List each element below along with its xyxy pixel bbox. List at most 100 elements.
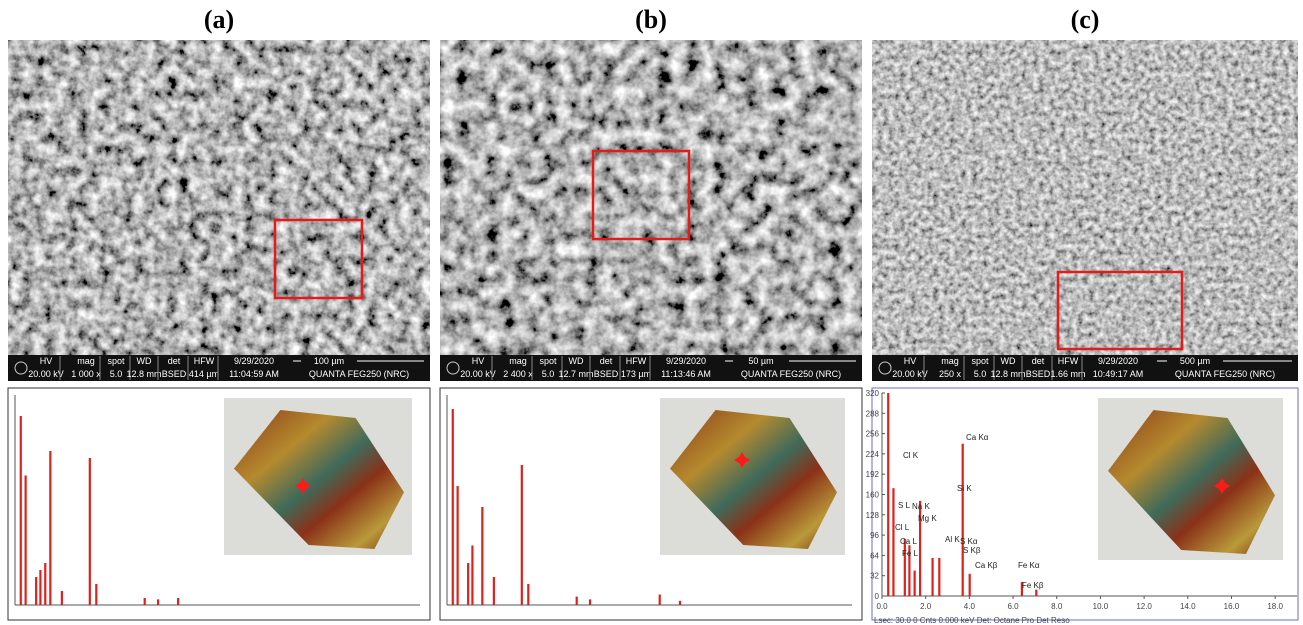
panel-label: (c) <box>1071 5 1100 34</box>
peak <box>44 563 47 605</box>
sem-image <box>8 40 430 355</box>
y-tick-label: 256 <box>866 430 880 439</box>
sem-value: BSED <box>594 369 619 379</box>
logo <box>878 361 892 375</box>
peak <box>588 599 592 605</box>
sem-date: 9/29/2020 <box>666 356 706 366</box>
target-marker <box>734 452 750 468</box>
sem-header: WD <box>569 356 584 366</box>
sem-header: HFW <box>626 356 647 366</box>
peak <box>892 488 895 596</box>
sem-time: 11:13:46 AM <box>661 369 711 379</box>
region-box <box>1056 270 1184 351</box>
panel-label: (a) <box>204 5 234 34</box>
x-tick-label: 0.0 <box>876 602 888 611</box>
sem-value: 20.00 kV <box>28 369 64 379</box>
region-box <box>591 149 691 241</box>
x-tick-label: 4.0 <box>964 602 976 611</box>
sem-header: spot <box>971 356 989 366</box>
scale-label: 100 µm <box>314 356 344 366</box>
x-tick-label: 12.0 <box>1136 602 1152 611</box>
sem-date: 9/29/2020 <box>1098 356 1138 366</box>
sem-value: BSED <box>1026 369 1051 379</box>
instrument: QUANTA FEG250 (NRC) <box>1175 369 1275 379</box>
sem-header: mag <box>77 356 95 366</box>
peak-label: Ca L <box>900 537 917 546</box>
sem-value: 5.0 <box>974 369 987 379</box>
peak-label: S Kα <box>960 537 978 546</box>
peak <box>451 409 454 605</box>
peak <box>575 596 578 605</box>
sample <box>1108 410 1275 554</box>
peak-label: Al K <box>945 535 960 544</box>
sem-value: 250 x <box>939 369 962 379</box>
sem-value: 5.0 <box>542 369 555 379</box>
sem-header: HFW <box>1058 356 1079 366</box>
target-marker <box>1214 478 1230 494</box>
x-tick-label: 8.0 <box>1051 602 1063 611</box>
sem-time: 10:49:17 AM <box>1093 369 1144 379</box>
peak <box>95 584 98 605</box>
sem-value: 1.66 mm <box>1050 369 1085 379</box>
logo <box>446 361 460 375</box>
panel-label: (b) <box>635 5 667 34</box>
sem-header: spot <box>539 356 557 366</box>
peak-label: S L <box>898 501 911 510</box>
x-tick-label: 16.0 <box>1224 602 1240 611</box>
peak <box>887 393 890 596</box>
peak <box>1035 589 1038 596</box>
peak-label: Cl K <box>903 451 919 460</box>
sem-header: det <box>168 356 181 366</box>
bar-bg <box>872 355 1298 381</box>
sem-value: 5.0 <box>110 369 123 379</box>
y-tick-label: 128 <box>866 511 880 520</box>
peak <box>520 465 523 605</box>
peak <box>913 570 916 596</box>
sem-date: 9/29/2020 <box>234 356 274 366</box>
sem-value: 414 µm <box>189 369 219 379</box>
peak <box>19 416 22 605</box>
instrument: QUANTA FEG250 (NRC) <box>309 369 409 379</box>
sem-header: HV <box>40 356 53 366</box>
sem-value: 12.7 mm <box>558 369 593 379</box>
peak <box>658 594 661 605</box>
peak <box>471 545 474 605</box>
peak <box>60 591 63 605</box>
sem-value: 173 µm <box>621 369 651 379</box>
bar-bg <box>8 355 430 381</box>
peak <box>678 600 682 605</box>
peak <box>903 538 906 596</box>
sem-image <box>872 40 1298 355</box>
sem-header: mag <box>509 356 527 366</box>
peak <box>968 573 971 596</box>
sem-image <box>440 40 862 355</box>
sem-header: spot <box>107 356 125 366</box>
peak <box>1020 582 1023 596</box>
peak <box>39 570 42 605</box>
sem-header: HV <box>472 356 485 366</box>
peak-label: Cl L <box>895 523 910 532</box>
peak <box>456 486 459 605</box>
peak <box>177 598 180 605</box>
peak-label: Fe L <box>902 549 919 558</box>
y-tick-label: 64 <box>870 551 879 560</box>
logo <box>14 361 28 375</box>
peak-label: Na K <box>912 502 930 511</box>
sem-value: 20.00 kV <box>892 369 928 379</box>
peak <box>931 557 934 596</box>
sem-header: HFW <box>194 356 215 366</box>
sem-info-bar: HV 20.00 kV mag 1 000 x spot 5.0 WD 12.8 mm det B… <box>8 355 430 381</box>
peak-label: Fe Kα <box>1018 561 1040 570</box>
y-tick-label: 32 <box>870 572 879 581</box>
y-tick-label: 96 <box>870 531 879 540</box>
sem-value: 2 400 x <box>503 369 533 379</box>
peak <box>24 475 27 605</box>
peak <box>143 598 146 605</box>
sem-value: 20.00 kV <box>460 369 496 379</box>
y-tick-label: 0 <box>875 592 880 601</box>
sem-value: 12.8 mm <box>126 369 161 379</box>
sample <box>234 410 404 549</box>
sem-header: mag <box>941 356 959 366</box>
